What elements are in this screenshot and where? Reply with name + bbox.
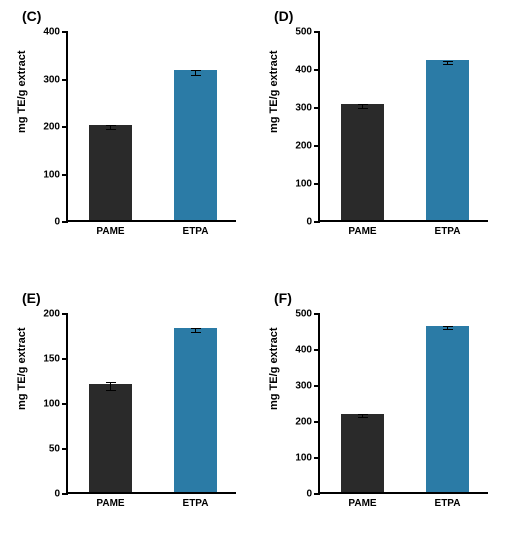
error-bar-cap bbox=[191, 332, 201, 333]
bar-ETPA bbox=[174, 70, 217, 220]
y-axis-label: mg TE/g extract bbox=[268, 394, 280, 410]
y-tick bbox=[314, 145, 320, 147]
x-tick-label: ETPA bbox=[435, 226, 461, 237]
y-tick bbox=[62, 174, 68, 176]
y-tick-label: 0 bbox=[54, 217, 60, 228]
y-tick-label: 200 bbox=[295, 417, 312, 428]
y-tick-label: 50 bbox=[49, 444, 60, 455]
error-bar-cap bbox=[106, 382, 116, 383]
panel-label: (D) bbox=[274, 8, 293, 24]
x-tick-label: ETPA bbox=[435, 498, 461, 509]
bar-PAME bbox=[341, 104, 384, 220]
y-tick-label: 0 bbox=[54, 489, 60, 500]
error-bar-cap bbox=[358, 104, 368, 105]
y-tick bbox=[314, 313, 320, 315]
y-tick-label: 100 bbox=[43, 169, 60, 180]
y-tick-label: 150 bbox=[43, 354, 60, 365]
plot-area: 0100200300400PAMEETPA bbox=[66, 32, 236, 222]
y-tick-label: 200 bbox=[43, 309, 60, 320]
panel-label: (F) bbox=[274, 290, 292, 306]
bar-PAME bbox=[89, 125, 132, 220]
x-tick-label: PAME bbox=[96, 226, 124, 237]
y-tick bbox=[62, 79, 68, 81]
error-bar-cap bbox=[443, 326, 453, 327]
error-bar-cap bbox=[106, 390, 116, 391]
panel-E: (E)050100150200PAMEETPAmg TE/g extract bbox=[8, 290, 252, 540]
y-tick bbox=[62, 493, 68, 495]
bar-ETPA bbox=[426, 60, 469, 220]
error-bar-stem bbox=[110, 382, 111, 389]
y-tick bbox=[314, 457, 320, 459]
y-tick bbox=[62, 221, 68, 223]
error-bar-cap bbox=[191, 70, 201, 71]
y-tick-label: 400 bbox=[43, 27, 60, 38]
bar-ETPA bbox=[426, 326, 469, 492]
y-tick-label: 200 bbox=[295, 141, 312, 152]
plot-area: 0100200300400500PAMEETPA bbox=[318, 314, 488, 494]
panel-label: (E) bbox=[22, 290, 41, 306]
error-bar-cap bbox=[106, 125, 116, 126]
bar-ETPA bbox=[174, 328, 217, 492]
y-tick bbox=[62, 358, 68, 360]
error-bar-cap bbox=[443, 329, 453, 330]
y-axis-label: mg TE/g extract bbox=[16, 117, 28, 133]
x-tick-label: ETPA bbox=[183, 498, 209, 509]
error-bar-cap bbox=[358, 108, 368, 109]
panel-F: (F)0100200300400500PAMEETPAmg TE/g extra… bbox=[260, 290, 504, 540]
y-tick bbox=[62, 126, 68, 128]
error-bar-cap bbox=[358, 414, 368, 415]
y-tick-label: 100 bbox=[295, 453, 312, 464]
y-tick bbox=[62, 448, 68, 450]
x-tick-label: ETPA bbox=[183, 226, 209, 237]
figure-grid: (C)0100200300400PAMEETPAmg TE/g extract(… bbox=[0, 0, 508, 547]
panel-D: (D)0100200300400500PAMEETPAmg TE/g extra… bbox=[260, 8, 504, 268]
y-tick bbox=[314, 349, 320, 351]
y-tick-label: 300 bbox=[295, 103, 312, 114]
y-tick bbox=[314, 221, 320, 223]
y-tick bbox=[62, 403, 68, 405]
plot-area: 0100200300400500PAMEETPA bbox=[318, 32, 488, 222]
y-tick-label: 100 bbox=[295, 179, 312, 190]
y-tick-label: 0 bbox=[306, 217, 312, 228]
x-tick-label: PAME bbox=[348, 226, 376, 237]
y-tick-label: 300 bbox=[295, 381, 312, 392]
x-tick-label: PAME bbox=[348, 498, 376, 509]
y-tick-label: 400 bbox=[295, 65, 312, 76]
y-tick bbox=[314, 385, 320, 387]
y-axis-label: mg TE/g extract bbox=[268, 117, 280, 133]
x-tick-label: PAME bbox=[96, 498, 124, 509]
panel-label: (C) bbox=[22, 8, 41, 24]
y-tick bbox=[314, 493, 320, 495]
y-tick bbox=[314, 183, 320, 185]
y-tick-label: 200 bbox=[43, 122, 60, 133]
y-tick-label: 100 bbox=[43, 399, 60, 410]
error-bar-cap bbox=[106, 129, 116, 130]
error-bar-cap bbox=[191, 75, 201, 76]
error-bar-cap bbox=[443, 64, 453, 65]
error-bar-cap bbox=[358, 417, 368, 418]
bar-PAME bbox=[89, 384, 132, 492]
panel-C: (C)0100200300400PAMEETPAmg TE/g extract bbox=[8, 8, 252, 268]
error-bar-cap bbox=[191, 328, 201, 329]
bar-PAME bbox=[341, 414, 384, 492]
y-tick-label: 0 bbox=[306, 489, 312, 500]
error-bar-cap bbox=[443, 61, 453, 62]
y-tick-label: 300 bbox=[43, 74, 60, 85]
y-tick-label: 500 bbox=[295, 27, 312, 38]
y-tick bbox=[62, 31, 68, 33]
y-tick-label: 500 bbox=[295, 309, 312, 320]
y-tick bbox=[314, 421, 320, 423]
y-tick bbox=[314, 107, 320, 109]
y-tick-label: 400 bbox=[295, 345, 312, 356]
y-tick bbox=[314, 69, 320, 71]
y-tick bbox=[62, 313, 68, 315]
y-axis-label: mg TE/g extract bbox=[16, 394, 28, 410]
y-tick bbox=[314, 31, 320, 33]
plot-area: 050100150200PAMEETPA bbox=[66, 314, 236, 494]
